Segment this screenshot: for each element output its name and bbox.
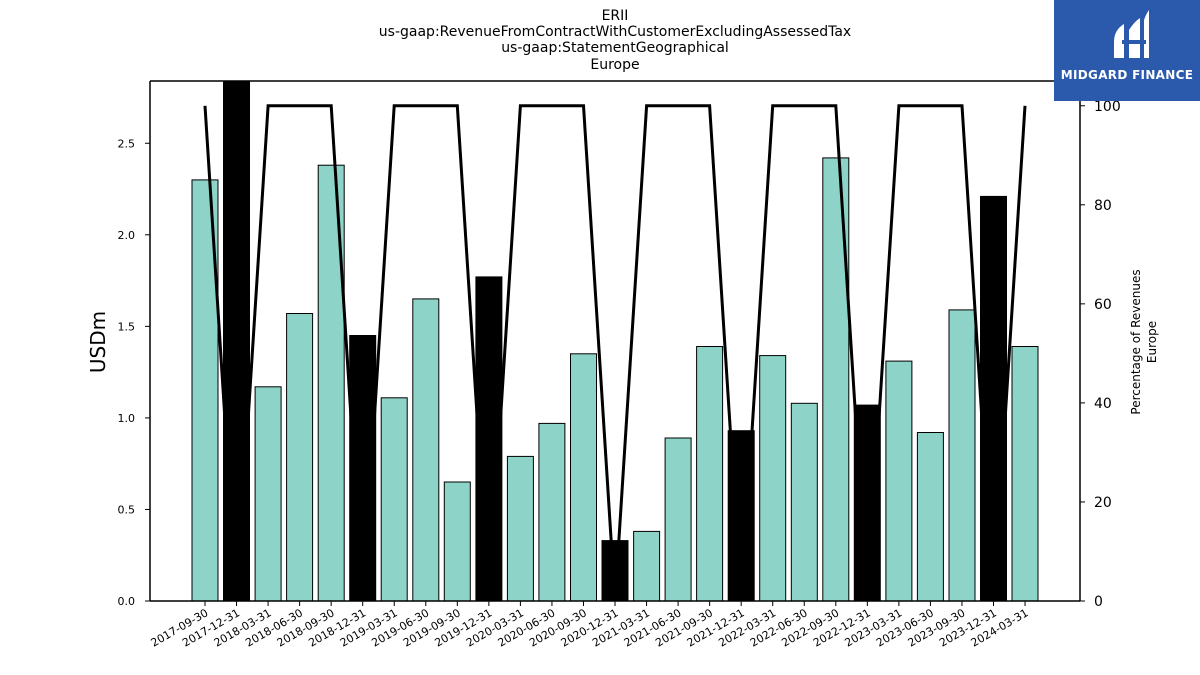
bar-2020-06-30 (538, 422, 566, 602)
bar-2020-03-31 (506, 455, 534, 602)
y-tick-label: 2.5 (118, 137, 136, 150)
bars-layer (191, 80, 1039, 602)
y-right-tick-label: 60 (1094, 297, 1112, 313)
bar-2022-06-30 (790, 402, 818, 602)
y-axis-right-label-line-2: Europe (1145, 321, 1159, 363)
y-axis-left-label: USDm (86, 311, 110, 373)
y-right-tick-label: 20 (1094, 495, 1112, 511)
bar-2023-12-31 (980, 195, 1007, 602)
midgard-logo-icon (1114, 10, 1149, 58)
y-axis-left-ticks: 0.0 0.5 1.0 1.5 2.0 2.5 (118, 137, 150, 608)
bar-2021-06-30 (664, 437, 692, 602)
bar-2024-03-31 (1011, 346, 1039, 602)
bar-2020-09-30 (570, 353, 597, 602)
x-axis-ticks: 2017-09-302017-12-312018-03-312018-06-30… (149, 601, 1031, 650)
bar-2023-09-30 (948, 309, 976, 602)
bar-2022-09-30 (822, 157, 850, 602)
y-tick-label: 1.5 (118, 320, 136, 333)
y-tick-label: 0.0 (118, 595, 136, 608)
y-tick-label: 0.5 (118, 503, 136, 516)
y-right-tick-label: 100 (1094, 99, 1121, 115)
title-line-4: Europe (590, 57, 639, 73)
y-right-tick-label: 0 (1094, 594, 1103, 610)
title-line-1: ERII (602, 8, 629, 24)
bar-2021-03-31 (633, 530, 661, 602)
chart-title: ERII us-gaap:RevenueFromContractWithCust… (379, 8, 851, 73)
bar-2018-03-31 (254, 386, 282, 602)
bar-2019-12-31 (475, 276, 503, 602)
bar-2023-03-31 (885, 360, 913, 602)
y-right-tick-label: 40 (1094, 396, 1112, 412)
bar-2022-03-31 (759, 355, 787, 602)
bar-2023-06-30 (916, 432, 944, 602)
y-right-tick-label: 80 (1094, 198, 1112, 214)
midgard-finance-logo: MIDGARD FINANCE (1054, 0, 1200, 101)
logo-text: MIDGARD FINANCE (1060, 68, 1194, 82)
bar-2019-03-31 (380, 397, 408, 602)
y-tick-label: 2.0 (118, 229, 136, 242)
y-tick-label: 1.0 (118, 412, 136, 425)
title-line-3: us-gaap:StatementGeographical (501, 40, 729, 56)
bar-2019-06-30 (412, 298, 440, 602)
y-axis-right-ticks: 0 20 40 60 80 100 (1080, 99, 1121, 610)
bar-2018-06-30 (286, 313, 314, 602)
bar-2017-12-31 (223, 80, 250, 602)
bar-2019-09-30 (443, 481, 471, 602)
bar-2021-09-30 (696, 346, 724, 602)
title-line-2: us-gaap:RevenueFromContractWithCustomerE… (379, 24, 851, 40)
y-axis-right-label-line-1: Percentage of Revenues (1129, 269, 1143, 414)
